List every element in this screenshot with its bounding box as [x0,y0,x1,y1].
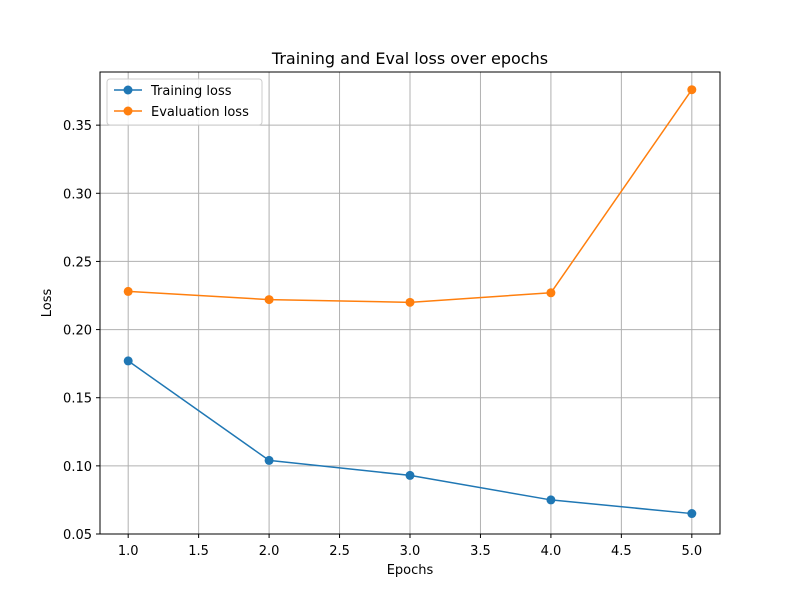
y-axis-ticks: 0.05 0.10 0.15 0.20 0.25 0.30 0.35 [63,119,100,543]
data-point-training-loss [264,455,274,465]
y-tick-label: 0.20 [63,324,92,339]
y-tick-label: 0.35 [63,119,92,134]
x-tick-label: 5.0 [681,544,702,559]
legend-label-evaluation-loss: Evaluation loss [151,105,249,120]
x-axis-ticks: 1.0 1.5 2.0 2.5 3.0 3.5 4.0 4.5 5.0 [118,534,702,559]
x-tick-label: 4.5 [611,544,632,559]
data-point-evaluation-loss [687,85,697,95]
data-point-training-loss [687,509,697,519]
y-tick-label: 0.15 [63,392,92,407]
data-point-evaluation-loss [546,288,556,298]
series-layer [123,85,697,519]
y-axis-label: Loss [40,289,55,318]
data-point-training-loss [405,470,415,480]
x-tick-label: 3.5 [470,544,491,559]
data-point-training-loss [546,495,556,505]
legend-marker-evaluation-loss [123,106,133,116]
x-axis-label: Epochs [387,563,434,578]
y-tick-label: 0.30 [63,187,92,202]
y-tick-label: 0.05 [63,528,92,543]
legend-box [106,78,263,126]
legend-label-training-loss: Training loss [150,84,232,99]
y-tick-label: 0.10 [63,460,92,475]
chart-title: Training and Eval loss over epochs [271,49,548,68]
x-tick-label: 1.5 [188,544,209,559]
data-point-evaluation-loss [123,286,133,296]
y-tick-label: 0.25 [63,255,92,270]
x-tick-label: 3.0 [400,544,421,559]
legend-marker-training-loss [123,85,133,95]
data-point-evaluation-loss [405,297,415,307]
legend: Training loss Evaluation loss [106,78,263,126]
x-tick-label: 4.0 [541,544,562,559]
x-tick-label: 2.0 [259,544,280,559]
data-point-evaluation-loss [264,295,274,305]
x-tick-label: 2.5 [329,544,350,559]
data-point-training-loss [123,356,133,366]
x-tick-label: 1.0 [118,544,139,559]
